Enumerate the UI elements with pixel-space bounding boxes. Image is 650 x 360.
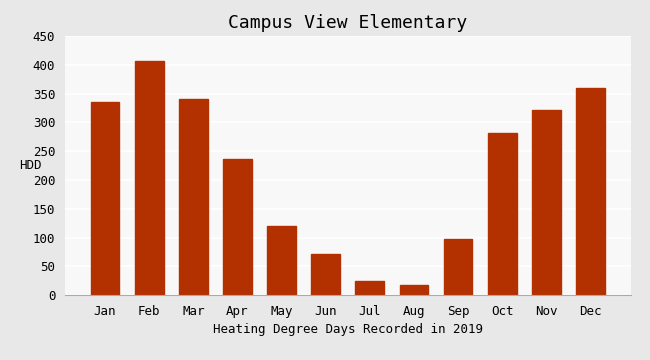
Bar (400, 285, 428, 295)
Bar (576, 89, 604, 295)
Bar (444, 239, 473, 295)
Bar (311, 254, 340, 295)
X-axis label: Heating Degree Days Recorded in 2019: Heating Degree Days Recorded in 2019 (213, 324, 483, 337)
Bar (91, 102, 120, 295)
Bar (179, 99, 207, 295)
Bar (135, 61, 164, 295)
Bar (267, 226, 296, 295)
Bar (356, 282, 384, 295)
Bar (223, 159, 252, 295)
Bar (532, 110, 561, 295)
Bar (488, 133, 517, 295)
Title: Campus View Elementary: Campus View Elementary (228, 14, 467, 32)
Y-axis label: HDD: HDD (19, 159, 41, 172)
